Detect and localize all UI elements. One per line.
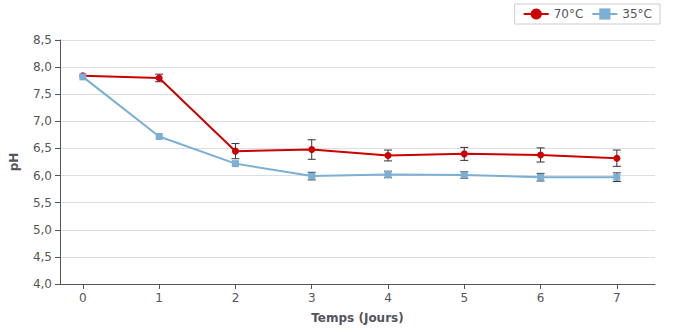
svg-text:2: 2	[232, 291, 240, 305]
svg-text:3: 3	[308, 291, 316, 305]
svg-text:7,5: 7,5	[33, 87, 52, 101]
svg-text:pH: pH	[7, 153, 21, 172]
svg-text:8,0: 8,0	[33, 60, 52, 74]
svg-text:4,5: 4,5	[33, 250, 52, 264]
svg-text:8,5: 8,5	[33, 33, 52, 47]
svg-text:7: 7	[613, 291, 621, 305]
svg-text:6,5: 6,5	[33, 141, 52, 155]
svg-text:5,0: 5,0	[33, 223, 52, 237]
svg-text:Temps (Jours): Temps (Jours)	[311, 311, 403, 325]
svg-text:4,0: 4,0	[33, 277, 52, 291]
svg-text:5,5: 5,5	[33, 196, 52, 210]
svg-text:0: 0	[79, 291, 87, 305]
svg-text:5: 5	[460, 291, 468, 305]
svg-text:70°C: 70°C	[554, 7, 584, 21]
svg-text:6: 6	[537, 291, 545, 305]
svg-text:1: 1	[155, 291, 163, 305]
svg-text:35°C: 35°C	[622, 7, 652, 21]
svg-text:6,0: 6,0	[33, 169, 52, 183]
svg-text:7,0: 7,0	[33, 114, 52, 128]
svg-text:4: 4	[384, 291, 392, 305]
